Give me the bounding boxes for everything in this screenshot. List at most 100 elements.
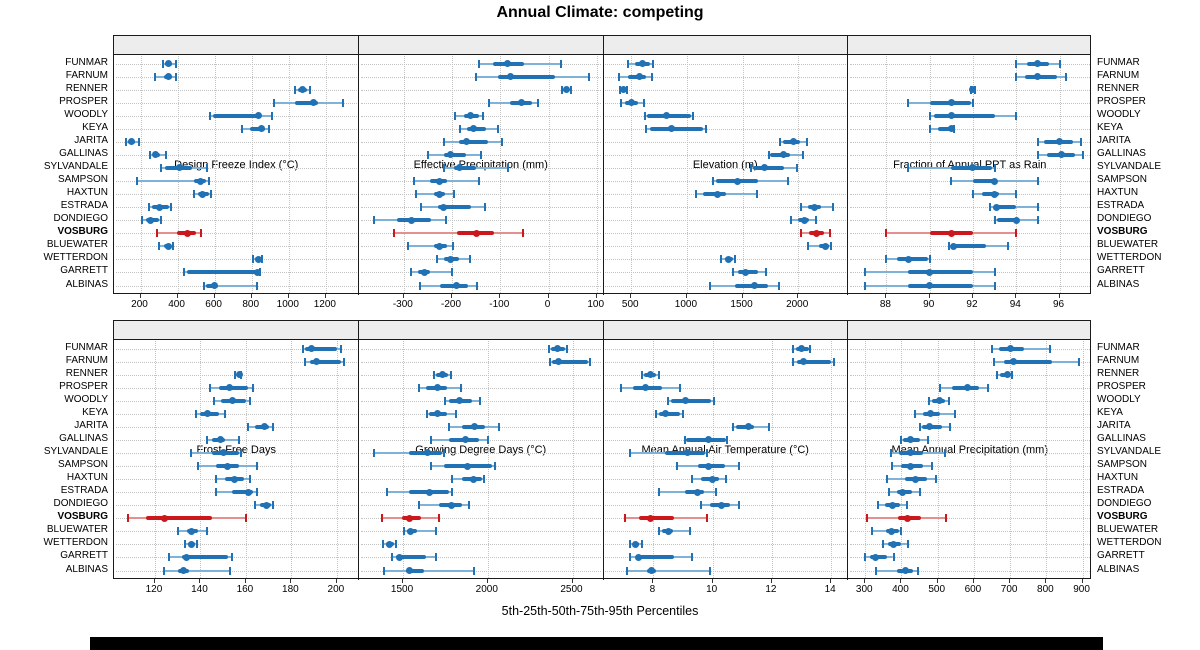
whisker-cap-p5 — [885, 475, 888, 484]
row-gridline — [360, 570, 601, 572]
axis-tick — [244, 579, 246, 583]
median-dot — [683, 449, 691, 457]
median-dot — [203, 410, 211, 418]
median-dot — [196, 177, 204, 185]
iqr-bar — [797, 359, 832, 364]
whisker-cap-p95 — [658, 370, 661, 379]
whisker-cap-p95 — [206, 527, 209, 536]
site-label-right-jarita: JARITA — [1097, 134, 1131, 146]
site-label-right-dondiego: DONDIEGO — [1097, 498, 1152, 510]
panel-strip-growing-degree-days: Growing Degree Days (°C) — [415, 443, 547, 456]
iqr-bar — [996, 218, 1019, 223]
row-gridline — [116, 154, 357, 156]
iqr-bar — [182, 555, 228, 560]
row-gridline — [849, 492, 1090, 494]
axis-tick-label: 600 — [964, 584, 982, 595]
row-gridline — [849, 452, 1090, 454]
median-dot — [179, 567, 187, 574]
whisker-cap-p5 — [800, 229, 803, 238]
panel-divider — [358, 36, 359, 295]
whisker-range — [136, 180, 209, 183]
site-label-left-keya: KEYA — [82, 406, 108, 418]
whisker-cap-p95 — [918, 488, 921, 497]
axis-tick — [499, 294, 501, 298]
whisker-cap-p5 — [548, 357, 551, 366]
iqr-bar — [250, 126, 265, 131]
axis-tick-label: 1500 — [390, 584, 414, 595]
whisker-cap-p95 — [476, 281, 479, 290]
row-gridline — [116, 220, 357, 222]
whisker-cap-p5 — [989, 203, 992, 212]
site-label-right-albinas: ALBINAS — [1097, 278, 1140, 290]
median-dot — [127, 138, 135, 146]
median-dot — [260, 423, 268, 431]
whisker-cap-p5 — [750, 163, 753, 172]
whisker-cap-p5 — [193, 190, 196, 199]
whisker-cap-p95 — [651, 72, 654, 81]
row-gridline — [849, 259, 1090, 261]
whisker-cap-p5 — [882, 540, 885, 549]
site-label-left-farnum: FARNUM — [65, 69, 108, 81]
row-gridline — [605, 544, 846, 546]
whisker-cap-p95 — [1015, 111, 1018, 120]
vertical-gridline — [452, 56, 454, 293]
whisker-cap-p95 — [708, 566, 711, 575]
whisker-cap-p5 — [373, 448, 376, 457]
median-dot — [187, 527, 195, 535]
median-dot — [224, 462, 232, 470]
whisker-cap-p5 — [548, 344, 551, 353]
iqr-bar — [897, 257, 928, 262]
whisker-cap-p5 — [885, 229, 888, 238]
median-dot — [733, 177, 741, 185]
whisker-cap-p5 — [863, 553, 866, 562]
row-gridline — [116, 413, 357, 415]
whisker-cap-p5 — [732, 422, 735, 431]
median-dot — [926, 268, 934, 276]
whisker-cap-p95 — [928, 255, 931, 264]
row-gridline — [605, 102, 846, 104]
whisker-cap-p95 — [626, 85, 629, 94]
median-dot — [906, 462, 914, 470]
iqr-bar — [908, 270, 973, 275]
panel-group-row1: Design Freeze Index (°C) Effective Precip… — [113, 35, 1091, 295]
median-dot — [925, 423, 933, 431]
axis-tick — [139, 294, 141, 298]
percentiles-caption: 5th-25th-50th-75th-95th Percentiles — [501, 604, 699, 618]
whisker-cap-p5 — [147, 203, 150, 212]
median-dot — [969, 86, 977, 94]
site-label-right-renner: RENNER — [1097, 82, 1140, 94]
site-label-left-garrett: GARRETT — [60, 265, 108, 277]
row-gridline — [849, 348, 1090, 350]
iqr-bar — [232, 490, 253, 495]
whisker-cap-p95 — [778, 281, 781, 290]
whisker-cap-p95 — [724, 475, 727, 484]
axis-tick-label: 2000 — [786, 299, 809, 310]
whisker-cap-p5 — [183, 268, 186, 277]
axis-tick-label: 2000 — [475, 584, 498, 595]
whisker-cap-p95 — [240, 448, 243, 457]
whisker-cap-p95 — [1011, 370, 1014, 379]
whisker-cap-p95 — [1036, 177, 1039, 186]
whisker-cap-p95 — [566, 344, 569, 353]
median-dot — [433, 410, 441, 418]
whisker-cap-p5 — [778, 137, 781, 146]
row-gridline — [605, 570, 846, 572]
whisker-cap-p95 — [138, 137, 141, 146]
whisker-cap-p5 — [247, 422, 250, 431]
whisker-cap-p5 — [907, 98, 910, 107]
row-gridline — [605, 63, 846, 65]
whisker-cap-p5 — [928, 111, 931, 120]
whisker-cap-p95 — [196, 540, 199, 549]
whisker-cap-p5 — [871, 527, 874, 536]
median-dot — [751, 282, 759, 289]
row-gridline — [849, 413, 1090, 415]
whisker-cap-p95 — [1065, 72, 1068, 81]
median-dot — [517, 99, 525, 107]
vertical-gridline — [653, 341, 655, 578]
whisker-cap-p5 — [406, 242, 409, 251]
whisker-cap-p5 — [712, 177, 715, 186]
axis-tick-label: 1000 — [674, 299, 698, 310]
whisker-cap-p95 — [174, 59, 177, 68]
whisker-cap-p95 — [272, 422, 275, 431]
whisker-cap-p5 — [215, 475, 218, 484]
